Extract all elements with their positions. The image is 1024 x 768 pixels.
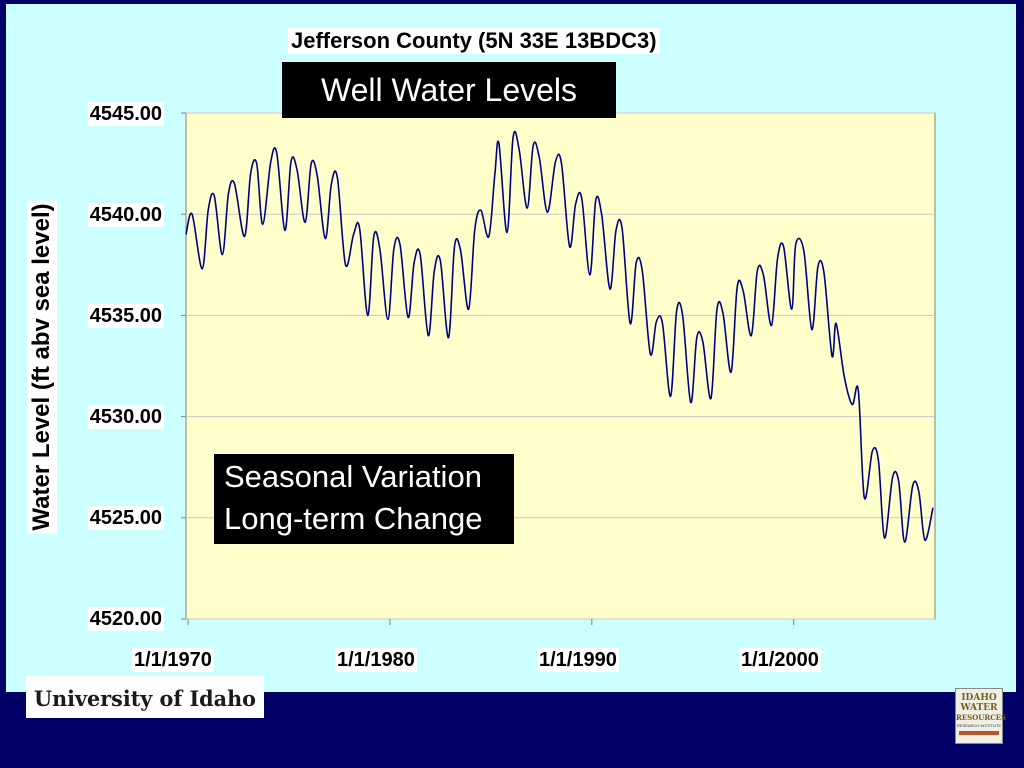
annotation-box: Seasonal Variation Long-term Change [214,454,514,544]
y-axis-label-wrap: Water Level (ft abv sea level) [24,182,60,552]
institute-logo-line4: RESEARCH INSTITUTE [956,723,1001,728]
university-logo-text: University of Idaho [34,686,256,711]
x-tick-label: 1/1/2000 [739,648,821,672]
y-axis-label: Water Level (ft abv sea level) [27,200,57,534]
axes [181,112,795,625]
institute-logo-line2: WATER [960,703,998,713]
institute-logo-bar [959,731,999,735]
annotation-line-longterm: Long-term Change [224,501,483,536]
x-tick-label: 1/1/1970 [132,648,214,672]
y-tick-label: 4535.00 [87,304,164,328]
institute-logo-line1: IDAHO [961,693,997,703]
subtitle-box: Well Water Levels [282,62,616,118]
university-of-idaho-logo: University of Idaho [26,676,264,718]
y-tick-label: 4545.00 [87,102,164,126]
x-tick-label: 1/1/1990 [537,648,619,672]
y-tick-label: 4540.00 [87,203,164,227]
series-line-water-level [185,130,934,543]
chart-title: Jefferson County (5N 33E 13BDC3) [288,28,660,54]
annotation-line-seasonal: Seasonal Variation [224,459,482,494]
water-resources-institute-logo: IDAHO WATER RESOURCES RESEARCH INSTITUTE [955,688,1007,744]
y-tick-label: 4530.00 [87,405,164,429]
subtitle-text: Well Water Levels [320,72,578,108]
y-tick-label: 4520.00 [87,607,164,631]
institute-logo-line3: RESOURCES [956,713,1007,722]
y-tick-label: 4525.00 [87,506,164,530]
x-tick-label: 1/1/1980 [335,648,417,672]
